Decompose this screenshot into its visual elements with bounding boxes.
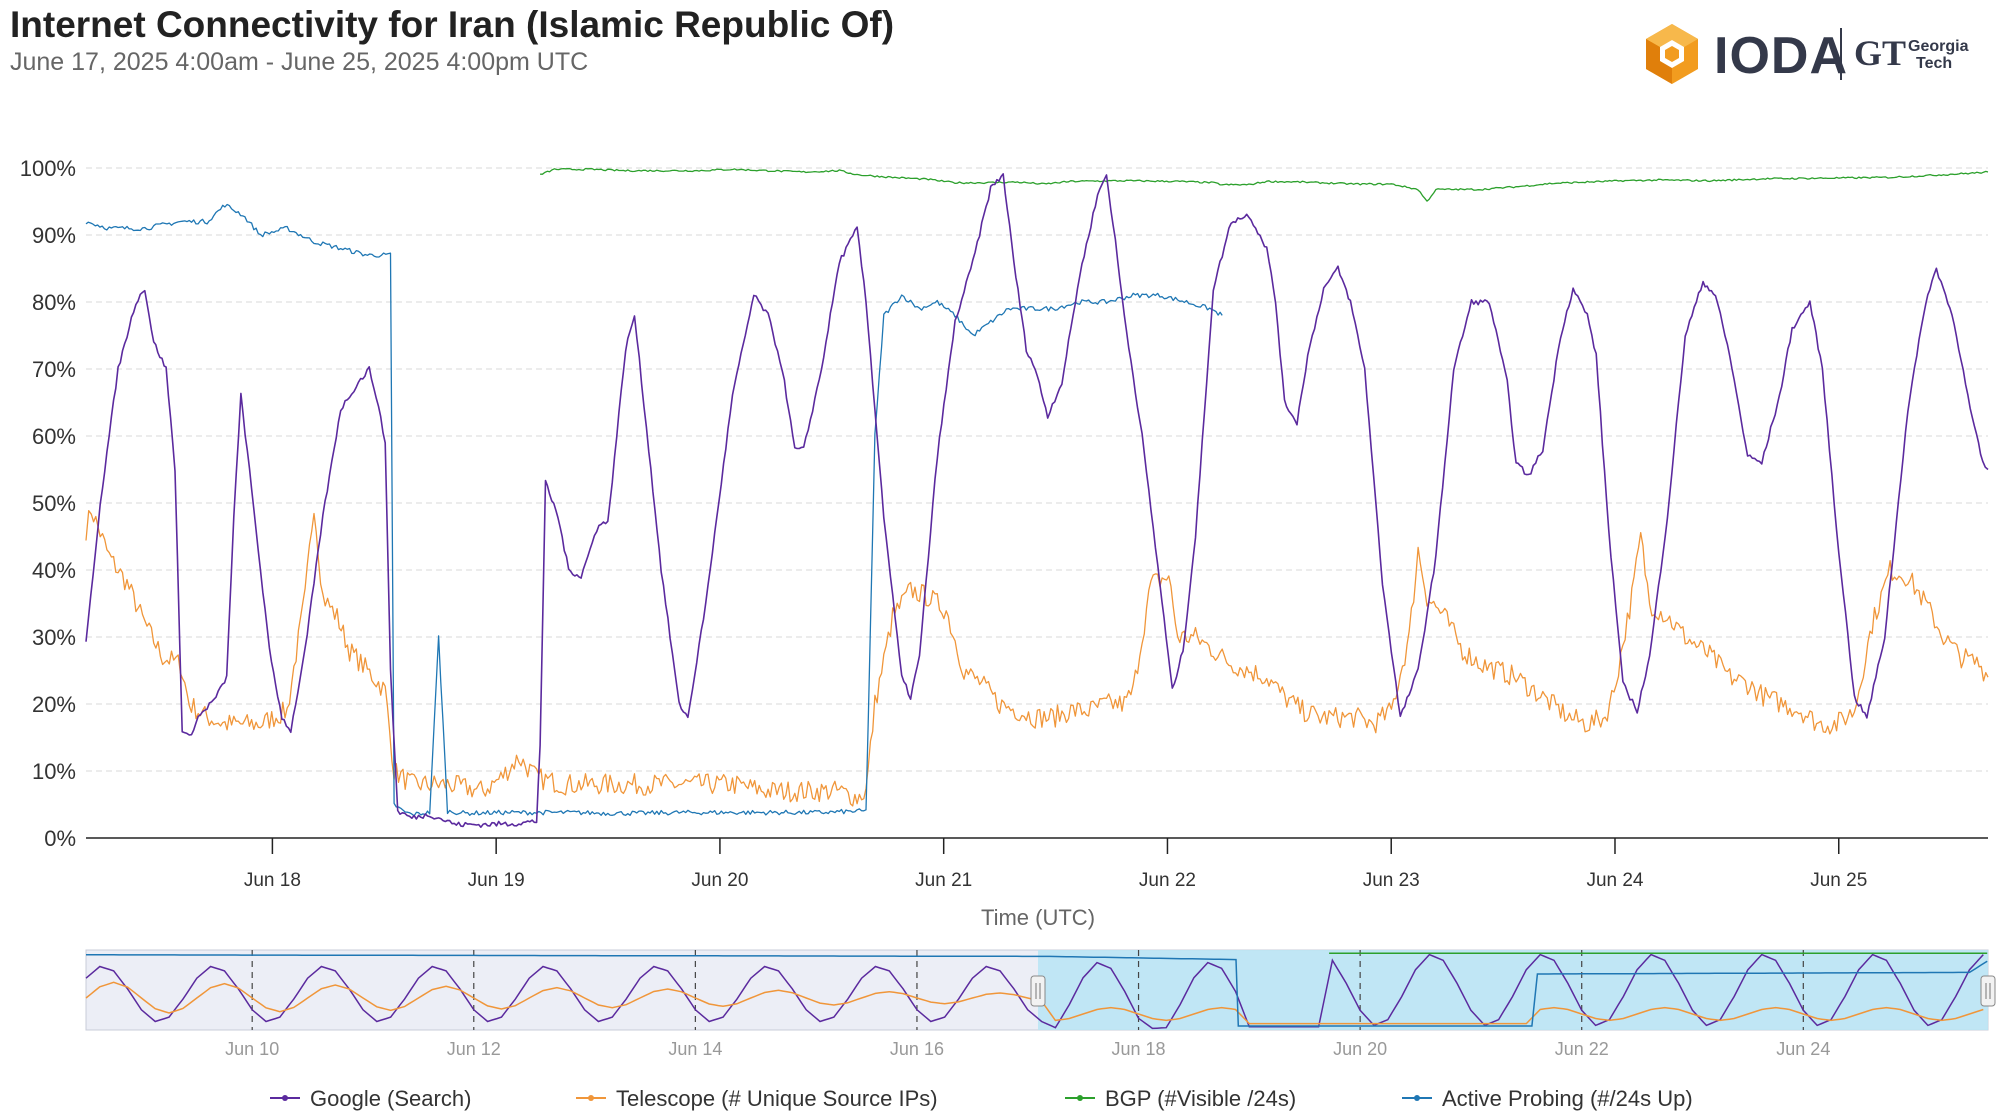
x-tick-label: Jun 21	[915, 870, 972, 891]
overview-tick-label: Jun 24	[1776, 1039, 1830, 1059]
georgia-tech-text: Georgia Tech	[1908, 38, 1968, 72]
legend-swatch-dot	[588, 1095, 594, 1101]
overview-tick-label: Jun 10	[225, 1039, 279, 1059]
overview-tick-label: Jun 18	[1112, 1039, 1166, 1059]
overview-handle-right[interactable]	[1980, 975, 1996, 1007]
overview-selection	[1038, 950, 1988, 1030]
hexagon-cube-icon	[1646, 24, 1698, 84]
overview-navigator[interactable]: Jun 10 Jun 12 Jun 14 Jun 16 Jun 18 Jun 20 Jun …	[85, 949, 1996, 1059]
series-line-bgp	[540, 167, 1989, 202]
y-tick-label: 30%	[32, 625, 76, 650]
gt-line2: Tech	[1916, 55, 1953, 72]
overview-handle-left[interactable]	[1030, 975, 1046, 1007]
logo-group[interactable]: IODA GT Georgia Tech	[1640, 22, 1985, 86]
y-tick-label: 20%	[32, 692, 76, 717]
gt-line1: Georgia	[1908, 38, 1969, 55]
x-tick-label: Jun 25	[1810, 870, 1867, 891]
y-tick-label: 100%	[20, 156, 76, 181]
y-tick-label: 60%	[32, 424, 76, 449]
series-line-active-probing	[85, 203, 1223, 817]
legend-swatch-dot	[1414, 1095, 1420, 1101]
x-tick-label: Jun 20	[691, 870, 748, 891]
date-range-subtitle: June 17, 2025 4:00am - June 25, 2025 4:0…	[10, 48, 589, 76]
y-tick-label: 10%	[32, 759, 76, 784]
x-tick-label: Jun 19	[468, 870, 525, 891]
overview-probing-line	[86, 954, 1988, 1027]
overview-tick-label: Jun 12	[447, 1039, 501, 1059]
y-tick-label: 40%	[32, 558, 76, 583]
page-title: Internet Connectivity for Iran (Islamic …	[10, 4, 895, 45]
y-tick-label: 50%	[32, 491, 76, 516]
overview-tick-label: Jun 20	[1333, 1039, 1387, 1059]
legend-swatch-dot	[1077, 1095, 1083, 1101]
overview-google-line	[85, 953, 1984, 1030]
legend-swatch-dot	[282, 1095, 288, 1101]
overview-tick-label: Jun 22	[1555, 1039, 1609, 1059]
y-tick-label: 0%	[44, 826, 76, 851]
series-layer	[85, 167, 1989, 828]
x-tick-label: Jun 18	[244, 870, 301, 891]
legend-label: Telescope (# Unique Source IPs)	[616, 1086, 938, 1111]
series-line-google	[85, 173, 1989, 828]
x-tick-label: Jun 23	[1363, 870, 1420, 891]
series-line-telescope	[85, 510, 1989, 807]
georgia-tech-icon: GT	[1854, 33, 1907, 73]
grid-layer	[86, 167, 1988, 772]
y-tick-label: 90%	[32, 223, 76, 248]
legend-label: BGP (#Visible /24s)	[1105, 1086, 1296, 1111]
logo-divider	[1840, 28, 1842, 80]
y-tick-label: 70%	[32, 357, 76, 382]
axes-layer: 0% 10% 20% 30% 40% 50% 60% 70% 80% 90% 100% Jun 18 J…	[20, 156, 1988, 891]
x-tick-label: Jun 24	[1586, 870, 1643, 891]
y-tick-label: 80%	[32, 290, 76, 315]
overview-tick-label: Jun 14	[668, 1039, 722, 1059]
x-tick-label: Jun 22	[1139, 870, 1196, 891]
x-axis-label: Time (UTC)	[981, 905, 1095, 930]
overview-tick-label: Jun 16	[890, 1039, 944, 1059]
legend: Google (Search) Telescope (# Unique Sourc…	[270, 1086, 1693, 1111]
legend-label: Google (Search)	[310, 1086, 471, 1111]
legend-label: Active Probing (#/24s Up)	[1442, 1086, 1693, 1111]
ioda-logo-text: IODA	[1714, 27, 1848, 85]
